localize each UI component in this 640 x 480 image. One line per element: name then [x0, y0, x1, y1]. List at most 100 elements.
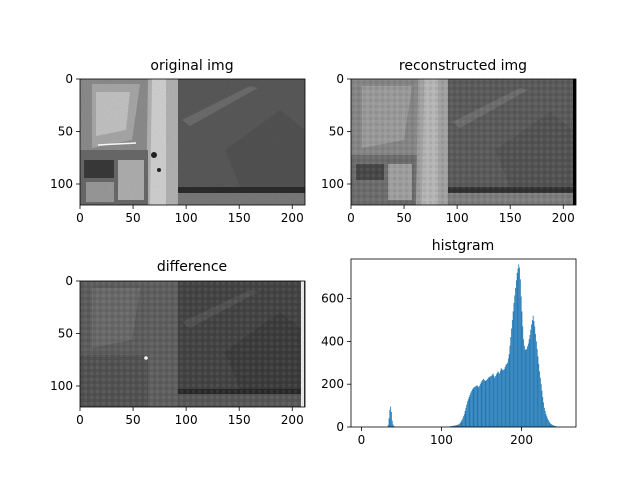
histogram-bar: [481, 380, 483, 427]
histogram-bar: [455, 425, 457, 427]
x-axis: 0 50 100 150 200: [76, 205, 304, 225]
histogram-bar: [526, 348, 528, 427]
chart-title: histgram: [432, 238, 494, 254]
y-tick-label: 0: [336, 72, 344, 86]
histogram-bar: [391, 412, 392, 427]
histogram-bar: [530, 329, 532, 427]
histogram-bar: [519, 279, 521, 427]
histogram-bar: [550, 423, 552, 427]
x-tick-label: 100: [446, 211, 469, 225]
histogram-bar: [522, 326, 524, 427]
histogram-bar: [500, 368, 502, 427]
difference-image: [80, 281, 305, 407]
histogram-bar: [390, 406, 392, 427]
histogram-bar: [494, 377, 496, 427]
x-tick-label: 50: [125, 211, 140, 225]
histogram-bar: [478, 387, 480, 427]
histogram-bar: [548, 421, 550, 427]
y-tick-label: 50: [58, 327, 73, 341]
y-tick-label: 50: [58, 125, 73, 139]
y-tick-label: 0: [336, 420, 344, 434]
histogram-bar: [511, 319, 513, 427]
histogram-bar: [511, 328, 512, 427]
x-axis: 0 50 100 150 200: [76, 407, 304, 427]
panel-title: difference: [157, 259, 227, 275]
histogram-bar: [468, 397, 470, 427]
x-tick-label: 0: [358, 433, 366, 447]
histogram-bar: [515, 280, 517, 427]
x-tick-label: 100: [175, 211, 198, 225]
y-tick-label: 100: [50, 177, 73, 191]
histogram-bar: [471, 389, 473, 427]
x-tick-label: 150: [228, 211, 251, 225]
y-tick-label: 100: [321, 177, 344, 191]
histogram-bar: [389, 409, 391, 427]
histogram-bar: [463, 416, 464, 427]
histogram-bar: [554, 425, 556, 427]
histogram-bar: [392, 424, 394, 427]
histogram-bar: [482, 379, 484, 427]
histogram-bar: [509, 345, 511, 427]
histogram-bar: [535, 333, 536, 427]
original-image: [80, 79, 305, 205]
histogram-bar: [517, 268, 519, 427]
histogram-bar: [529, 334, 531, 427]
histogram-bar: [499, 370, 501, 427]
histogram-bar: [505, 364, 507, 427]
histogram-bar: [464, 410, 466, 427]
histogram-bar: [393, 425, 395, 427]
histogram-bar: [518, 264, 520, 427]
histogram-bar: [483, 378, 484, 427]
histogram-bar: [474, 386, 476, 427]
histogram-bar: [540, 384, 542, 427]
histogram-bar: [532, 315, 534, 427]
histogram-bar: [506, 363, 508, 427]
histogram-bar: [451, 425, 453, 427]
histogram-bar: [525, 349, 527, 427]
histogram-bar: [552, 425, 554, 427]
histogram-bar: [480, 382, 482, 427]
histogram-bar: [547, 420, 549, 427]
histogram-bar: [527, 346, 528, 427]
histogram-bar: [539, 371, 540, 427]
histogram-bar: [491, 374, 493, 427]
histogram-bar: [495, 376, 496, 427]
histogram-bar: [479, 385, 480, 427]
x-tick-label: 0: [347, 211, 355, 225]
histogram-bar: [537, 356, 539, 427]
histogram-bar: [544, 410, 546, 427]
histogram-bar: [490, 376, 492, 427]
histogram-bar: [388, 418, 390, 427]
panel-reconstructed-img: reconstructed img 0 50 100 150 200 0 50 100: [321, 58, 577, 225]
histogram-bar: [507, 358, 509, 427]
histogram-bar: [459, 422, 461, 427]
histogram-bar: [502, 370, 504, 427]
y-tick-label: 0: [65, 274, 73, 288]
histogram-bar: [470, 392, 472, 427]
histogram-bar: [472, 388, 474, 427]
histogram-bar: [542, 397, 544, 427]
x-tick-label: 200: [281, 211, 304, 225]
x-tick-label: 0: [76, 413, 84, 427]
x-tick-label: 100: [175, 413, 198, 427]
histogram-bar: [471, 391, 472, 427]
histogram-bar: [543, 407, 545, 427]
histogram-bar: [391, 420, 393, 427]
histogram-bar: [484, 380, 486, 427]
histogram-bar: [541, 390, 543, 427]
histogram-bar: [516, 272, 518, 427]
x-tick-label: 0: [76, 211, 84, 225]
histogram-bar: [489, 376, 491, 427]
histogram-bar: [495, 374, 497, 427]
histogram-bar: [452, 425, 454, 427]
y-axis: 0 50 100: [50, 274, 80, 393]
histogram-bar: [460, 421, 462, 427]
histogram-bar: [387, 424, 389, 427]
histogram-bar: [512, 311, 514, 427]
histogram-bar: [488, 377, 490, 427]
x-axis: 0 100 200: [358, 427, 533, 447]
histogram-bar: [546, 416, 548, 427]
histogram-bar: [523, 339, 524, 427]
histogram-bar: [547, 418, 548, 427]
